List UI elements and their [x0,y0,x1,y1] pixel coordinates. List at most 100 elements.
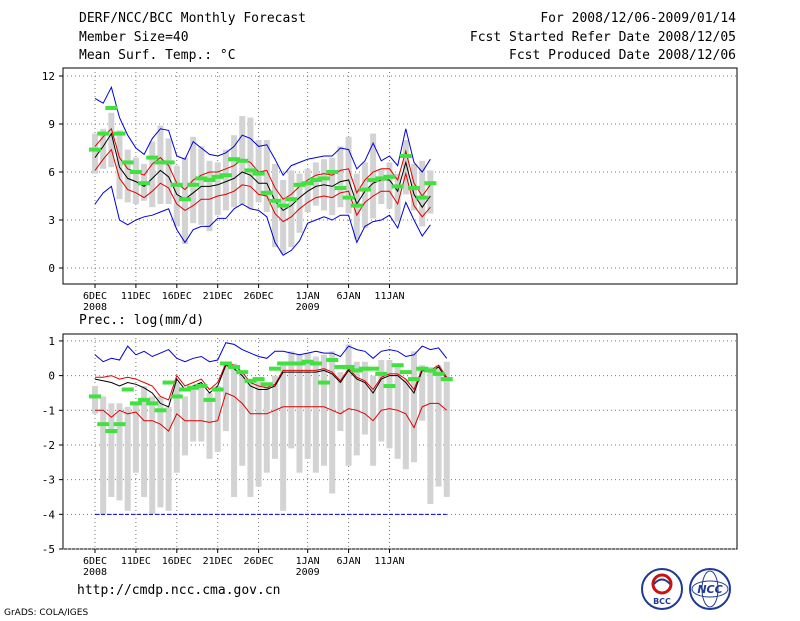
y-tick-label: -2 [42,439,55,452]
bcc-logo-text: BCC [653,597,671,606]
median-marker [162,160,175,165]
median-marker [252,377,265,382]
median-marker [228,157,241,162]
ensemble-box [165,138,172,204]
ensemble-box [108,403,115,497]
median-marker [383,384,396,389]
member-size: Member Size=40 [79,30,189,45]
ensemble-box [132,403,139,473]
x-tick-label: 6DEC [83,291,107,302]
ensemble-box [288,170,295,248]
upper-spread-line [94,127,431,200]
ensemble-box [427,170,434,214]
ensemble-box [239,372,246,466]
ensemble-box [378,168,385,204]
ensemble-box [361,162,368,228]
x-tick-year-label: 2008 [83,567,107,578]
median-marker [97,131,110,136]
ensemble-box [247,379,254,497]
ensemble-box [149,396,156,515]
median-marker [408,377,421,382]
chart-title: DERF/NCC/BCC Monthly Forecast [79,11,306,26]
y-tick-label: 1 [48,335,55,348]
y-tick-label: 9 [48,118,55,131]
ensemble-box [312,162,319,206]
x-tick-label: 6DEC [83,556,107,567]
x-tick-year-label: 2008 [83,302,107,313]
median-marker [211,174,224,179]
median-marker [309,361,322,366]
median-marker [203,397,216,402]
y-tick-label: 3 [48,214,55,227]
median-marker [97,422,110,427]
ensemble-box [402,379,409,470]
median-marker [416,195,429,200]
y-tick-label: -5 [42,543,55,556]
ensemble-box [92,386,98,414]
ensemble-box [337,146,344,208]
x-tick-label: 1JAN [296,291,320,302]
ensemble-box [321,354,328,466]
median-marker [178,387,191,392]
ensemble-box [255,379,262,487]
x-tick-label: 11DEC [121,291,151,302]
ensemble-box [124,149,131,203]
median-marker [334,186,347,190]
median-marker [236,158,249,163]
median-marker [129,401,142,406]
ensemble-box [296,173,303,233]
median-marker [350,203,363,208]
median-marker [170,394,183,399]
median-marker [326,358,339,363]
x-tick-label: 11JAN [374,556,404,567]
median-marker [219,173,232,178]
median-marker [416,366,429,371]
y-tick-label: 6 [48,166,55,179]
ensemble-box [247,117,254,209]
precip-variable-label: Prec.: log(mm/d) [79,313,204,328]
ensemble-box [361,361,368,435]
ensemble-box [280,365,287,511]
median-marker [285,361,298,366]
median-marker [187,385,200,390]
ensemble-box [271,375,278,459]
median-marker [146,401,159,406]
ensemble-box [165,406,172,511]
ensemble-box [271,164,278,248]
median-marker [89,147,101,152]
median-marker [318,380,331,385]
median-marker [252,171,265,176]
max-line [94,85,431,177]
x-tick-label: 6JAN [337,291,361,302]
median-marker [350,368,363,373]
ensemble-box [100,396,107,515]
median-marker [399,154,412,158]
median-marker [211,387,224,392]
ensemble-box [443,361,450,497]
y-tick-label: -1 [42,404,55,417]
ensemble-box [353,361,360,456]
ensemble-box [394,365,401,459]
median-marker [154,160,167,165]
median-marker [326,170,339,174]
median-marker [318,176,331,181]
median-marker [301,181,314,186]
median-marker [113,131,126,136]
median-marker [367,178,380,182]
x-tick-label: 26DEC [244,556,274,567]
median-marker [268,198,281,203]
ensemble-box [329,351,336,494]
median-marker [408,186,421,190]
median-marker [154,408,167,413]
source-url[interactable]: http://cmdp.ncc.cma.gov.cn [77,583,281,598]
y-tick-label: 12 [42,70,55,83]
ensemble-box [206,392,213,459]
ensemble-mean-line [94,132,431,212]
median-marker [162,380,175,385]
ensemble-box [222,149,229,211]
x-tick-label: 26DEC [244,291,274,302]
x-tick-label: 1JAN [296,556,320,567]
ensemble-box [198,386,205,442]
x-tick-label: 21DEC [203,556,233,567]
